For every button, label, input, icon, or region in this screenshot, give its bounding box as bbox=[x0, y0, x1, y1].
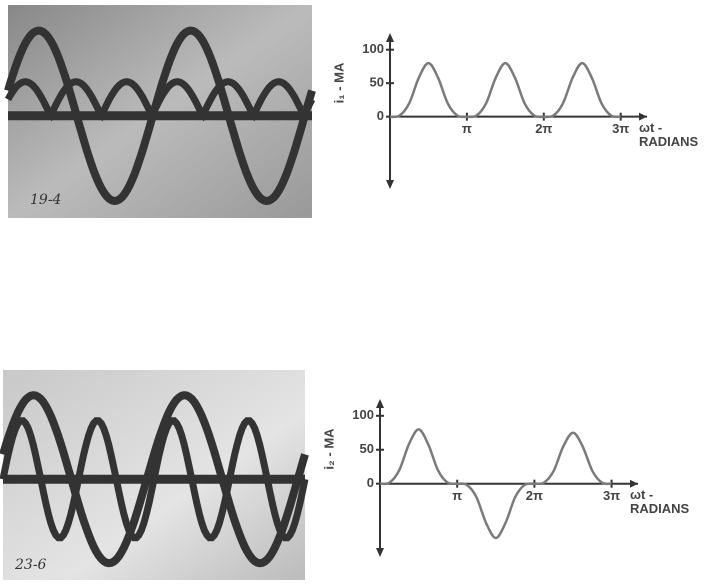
y-axis-label: i₁ - MA bbox=[331, 62, 346, 103]
y-tick-label: 50 bbox=[370, 75, 384, 90]
arrow bbox=[630, 479, 638, 488]
photo-traces bbox=[0, 26, 316, 568]
y-tick-label: 0 bbox=[367, 475, 374, 490]
x-axis-label: RADIANS bbox=[639, 134, 699, 149]
y-tick-label: 0 bbox=[377, 108, 384, 123]
x-axis-label: RADIANS bbox=[630, 501, 690, 516]
x-axis-label: ωt - bbox=[639, 120, 662, 135]
trace bbox=[0, 391, 309, 568]
x-axis-label: ωt - bbox=[630, 487, 653, 502]
y-tick-label: 100 bbox=[362, 41, 384, 56]
trace bbox=[4, 78, 316, 122]
trace bbox=[4, 26, 316, 206]
trace bbox=[0, 417, 309, 542]
x-tick-label: 3π bbox=[612, 121, 629, 136]
x-tick-label: π bbox=[462, 121, 472, 136]
line bbox=[379, 428, 612, 540]
x-tick-label: π bbox=[452, 488, 462, 503]
arrow bbox=[639, 112, 647, 121]
x-tick-label: 3π bbox=[603, 488, 620, 503]
line bbox=[389, 61, 621, 119]
photo-label: 23-6 bbox=[14, 557, 47, 573]
y-tick-label: 50 bbox=[360, 441, 374, 456]
y-tick-label: 100 bbox=[352, 407, 374, 422]
photo-label: 19-4 bbox=[30, 192, 61, 208]
x-tick-label: 2π bbox=[526, 488, 543, 503]
x-tick-label: 2π bbox=[535, 121, 552, 136]
y-axis-label: i₂ - MA bbox=[321, 428, 336, 470]
